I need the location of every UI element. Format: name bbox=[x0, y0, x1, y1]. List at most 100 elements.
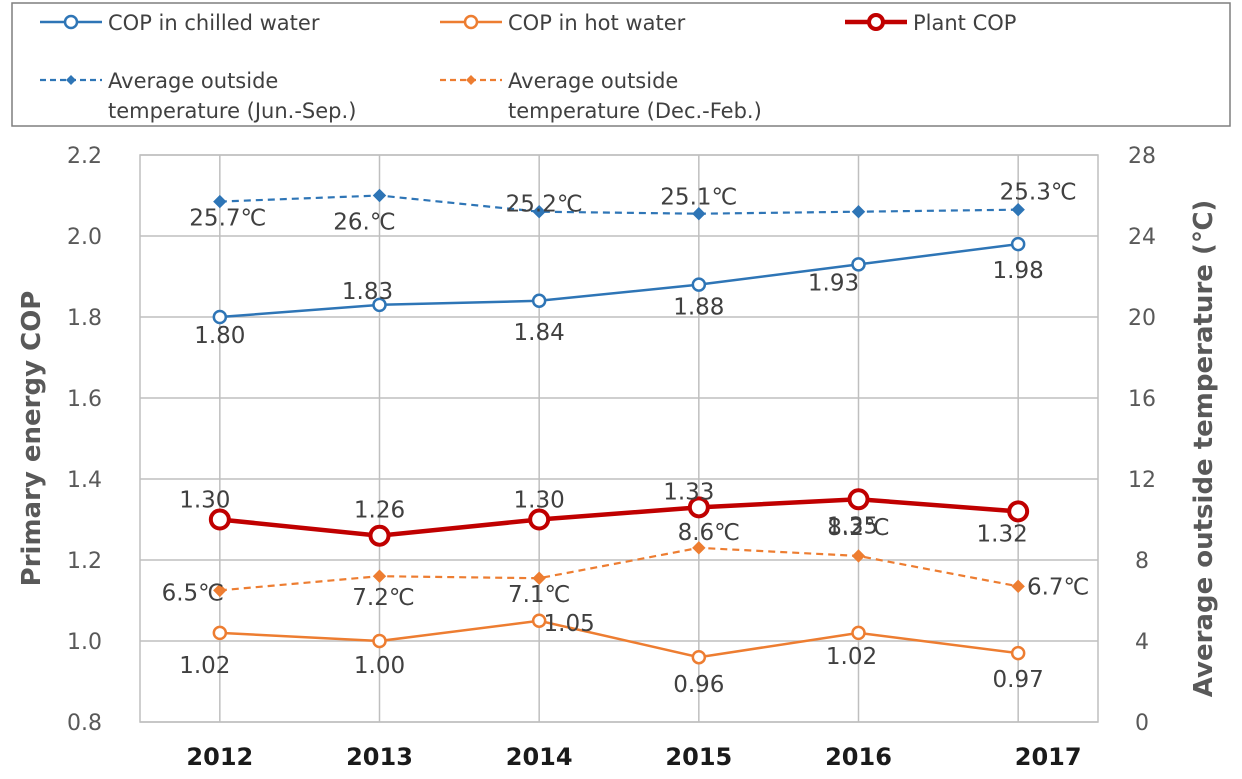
legend: COP in chilled water COP in hot water Plan… bbox=[11, 2, 1231, 127]
data-label: 1.02 bbox=[179, 653, 230, 679]
series-line bbox=[219, 242, 1019, 319]
data-labels: 1.80 1.83 1.84 1.88 1.93 1.98 1.02 1.00 1.05 0.96… bbox=[162, 180, 1090, 699]
data-label: 25.2℃ bbox=[506, 192, 583, 218]
legend-swatch-marker bbox=[463, 14, 479, 30]
y2-tick-label: 28 bbox=[1128, 144, 1156, 169]
y-tick-label: 2.2 bbox=[67, 144, 102, 169]
y2-tick-label: 24 bbox=[1128, 225, 1156, 250]
data-point bbox=[212, 625, 228, 641]
y-tick-label: 1.4 bbox=[67, 468, 102, 493]
data-point bbox=[851, 625, 866, 641]
data-label: 6.5℃ bbox=[162, 580, 224, 606]
data-point bbox=[531, 613, 547, 628]
series-3 bbox=[213, 188, 1025, 221]
y2-tick-label: 16 bbox=[1128, 387, 1156, 412]
data-point bbox=[532, 571, 546, 585]
legend-label: Average outside bbox=[108, 69, 278, 93]
data-label: 1.80 bbox=[194, 323, 245, 349]
data-label: 1.33 bbox=[663, 479, 714, 505]
y2-tick-label: 20 bbox=[1128, 306, 1156, 331]
y-tick-label: 1.8 bbox=[67, 306, 102, 331]
y2-tick-label: 4 bbox=[1135, 630, 1149, 655]
series-line bbox=[219, 496, 1019, 538]
data-point bbox=[851, 549, 866, 563]
y-tick-label: 1.2 bbox=[67, 549, 102, 574]
data-label: 1.93 bbox=[808, 270, 859, 296]
y-tick-label: 0.8 bbox=[67, 711, 102, 736]
series-4 bbox=[213, 541, 1025, 598]
legend-swatch-marker bbox=[867, 13, 885, 31]
axes: 0.8 1.0 1.2 1.4 1.6 1.8 2.0 2.2 0 4 8 12 16 20 24 28 201… bbox=[17, 144, 1219, 771]
legend-label: temperature (Dec.-Feb.) bbox=[508, 99, 762, 123]
data-point bbox=[213, 583, 227, 598]
data-point bbox=[1010, 645, 1026, 661]
data-point bbox=[372, 633, 387, 649]
data-point bbox=[1011, 202, 1025, 217]
x-tick-label: 2017 bbox=[1015, 743, 1082, 771]
data-point bbox=[528, 508, 551, 531]
data-label: 1.30 bbox=[514, 488, 565, 514]
legend-label: COP in hot water bbox=[508, 11, 686, 35]
legend-item: Average outside temperature (Jun.-Sep.) bbox=[40, 69, 356, 123]
y2-tick-label: 12 bbox=[1128, 468, 1156, 493]
data-label: 1.32 bbox=[977, 521, 1028, 547]
data-point bbox=[692, 207, 706, 221]
data-point bbox=[372, 188, 387, 203]
series-line bbox=[219, 546, 1019, 592]
legend-item: Average outside temperature (Dec.-Feb.) bbox=[440, 69, 762, 123]
data-point bbox=[531, 293, 547, 309]
data-label: 1.98 bbox=[993, 258, 1044, 284]
legend-label: Average outside bbox=[508, 69, 678, 93]
legend-item: COP in hot water bbox=[440, 11, 686, 35]
data-point bbox=[532, 204, 546, 219]
data-point bbox=[368, 524, 391, 547]
legend-swatch-marker bbox=[63, 14, 79, 30]
data-label: 25.1℃ bbox=[660, 185, 737, 211]
y2-axis-title: Average outside temperature (℃) bbox=[1189, 200, 1219, 697]
data-point bbox=[213, 194, 227, 209]
data-point bbox=[372, 569, 387, 583]
data-label: 25.7℃ bbox=[189, 206, 266, 232]
legend-label: COP in chilled water bbox=[108, 11, 320, 35]
data-label: 8.2℃ bbox=[827, 515, 889, 541]
legend-item: COP in chilled water bbox=[40, 11, 320, 35]
data-point bbox=[212, 309, 228, 325]
series-layer bbox=[208, 188, 1030, 665]
data-point bbox=[691, 277, 707, 292]
data-label: 7.2℃ bbox=[352, 585, 414, 611]
data-point bbox=[1010, 236, 1026, 252]
y-tick-label: 2.0 bbox=[67, 225, 102, 250]
data-label: 1.35 bbox=[827, 513, 878, 539]
data-label: 0.96 bbox=[673, 672, 724, 698]
x-tick-label: 2012 bbox=[186, 743, 253, 771]
series-line bbox=[219, 194, 1019, 215]
data-point bbox=[691, 649, 707, 665]
data-label: 1.00 bbox=[354, 653, 405, 679]
data-label: 1.26 bbox=[354, 498, 405, 524]
data-label: 6.7℃ bbox=[1027, 574, 1089, 600]
y2-tick-label: 8 bbox=[1135, 549, 1149, 574]
legend-label: Plant COP bbox=[913, 11, 1016, 35]
legend-swatch-marker bbox=[466, 75, 476, 85]
y-axis-title: Primary energy COP bbox=[17, 291, 47, 587]
gridlines bbox=[139, 154, 1099, 723]
data-label: 25.3℃ bbox=[1000, 180, 1077, 206]
data-point bbox=[687, 496, 710, 519]
y-tick-label: 1.0 bbox=[67, 630, 102, 655]
data-label: 7.1℃ bbox=[508, 582, 570, 608]
data-label: 0.97 bbox=[993, 667, 1044, 693]
series-2 bbox=[208, 488, 1030, 547]
series-0 bbox=[212, 236, 1026, 325]
y-tick-label: 1.6 bbox=[67, 387, 102, 412]
data-label: 1.88 bbox=[673, 295, 724, 321]
x-tick-label: 2016 bbox=[825, 743, 892, 771]
data-label: 26.℃ bbox=[333, 210, 395, 236]
x-tick-label: 2015 bbox=[665, 743, 732, 771]
x-tick-label: 2013 bbox=[346, 743, 413, 771]
data-point bbox=[847, 488, 870, 511]
x-tick-label: 2014 bbox=[506, 743, 573, 771]
data-label: 1.84 bbox=[514, 320, 565, 346]
legend-item: Plant COP bbox=[845, 11, 1016, 35]
